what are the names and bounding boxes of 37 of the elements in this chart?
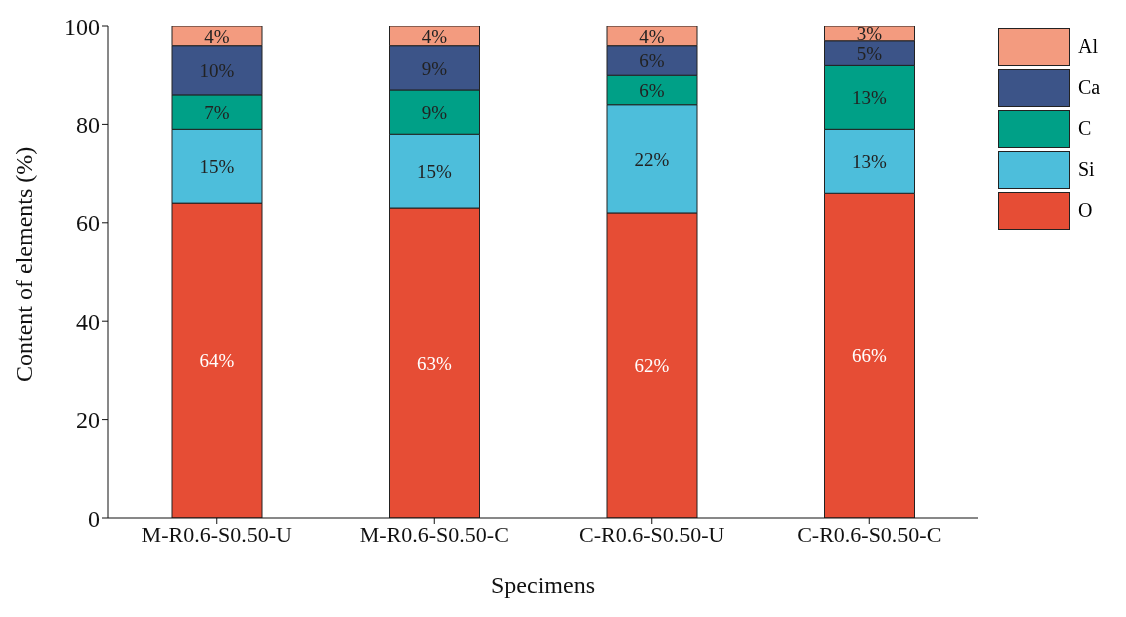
data-label: 4%	[421, 25, 448, 47]
data-label: 7%	[204, 101, 230, 123]
x-tick-label: C-R0.6-S0.50-C	[797, 521, 942, 547]
y-tick-label: 80	[76, 111, 100, 138]
data-label: 13%	[852, 87, 888, 109]
data-label: 6%	[639, 79, 665, 101]
y-tick-label: 0	[88, 505, 100, 532]
data-label: 62%	[634, 355, 670, 377]
data-label: 64%	[199, 350, 235, 372]
data-label: 9%	[421, 101, 448, 123]
data-label: 4%	[204, 25, 230, 47]
data-label: 22%	[634, 148, 670, 170]
data-label: 4%	[639, 25, 665, 47]
x-tick-label: C-R0.6-S0.50-U	[579, 521, 725, 547]
data-label: 3%	[856, 23, 883, 45]
data-label: 10%	[199, 60, 235, 82]
data-label: 63%	[417, 352, 453, 374]
legend-label: O	[1078, 199, 1094, 222]
x-axis-title: Specimens	[491, 572, 595, 598]
legend-label: Si	[1078, 158, 1096, 181]
y-tick-label: 60	[76, 210, 100, 237]
data-label: 13%	[852, 151, 888, 173]
data-label: 5%	[856, 42, 883, 64]
legend-label: C	[1078, 117, 1093, 140]
data-label: 6%	[639, 50, 665, 72]
y-tick-label: 20	[76, 407, 100, 434]
y-tick-label: 40	[76, 308, 100, 335]
data-label: 15%	[199, 155, 235, 177]
y-tick-label: 100	[64, 13, 100, 40]
data-label: 66%	[852, 345, 888, 367]
legend-label: Ca	[1078, 76, 1102, 99]
legend-label: Al	[1078, 35, 1099, 58]
y-axis-title: Content of elements (%)	[10, 146, 37, 382]
x-tick-label: M-R0.6-S0.50-C	[359, 521, 509, 547]
data-label: 9%	[421, 57, 448, 79]
data-label: 15%	[417, 160, 453, 182]
x-tick-label: M-R0.6-S0.50-U	[141, 521, 293, 547]
